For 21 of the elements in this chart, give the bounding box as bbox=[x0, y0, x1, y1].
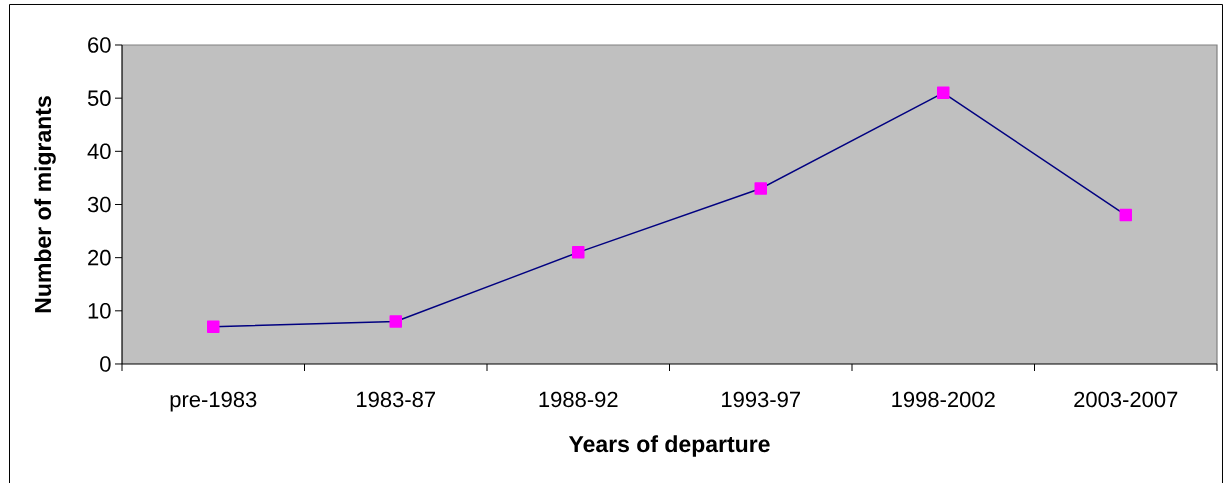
y-tick-label: 60 bbox=[88, 37, 111, 53]
point bbox=[1119, 208, 1132, 222]
x-tick-label: 1988-92 bbox=[539, 391, 618, 408]
point bbox=[389, 315, 403, 328]
x-tick-label: 1993-97 bbox=[722, 391, 800, 408]
point bbox=[937, 86, 950, 100]
x-tick-label: 1983-87 bbox=[357, 391, 435, 408]
y-tick-label: 0 bbox=[100, 356, 111, 372]
x-tick-label: 1998-2002 bbox=[892, 391, 995, 408]
y-axis-title: Number of migrants bbox=[34, 96, 56, 313]
point bbox=[207, 320, 220, 334]
y-tick-label: 30 bbox=[87, 196, 111, 213]
point bbox=[572, 246, 585, 259]
y-tick-label: 50 bbox=[87, 90, 111, 106]
x-tick-label: pre-1983 bbox=[170, 391, 257, 412]
y-tick-label: 20 bbox=[88, 249, 111, 266]
y-tick-label: 40 bbox=[87, 143, 111, 160]
y-tick-label: 10 bbox=[88, 303, 111, 319]
x-tick-label: 2003-2007 bbox=[1074, 391, 1178, 408]
x-axis-title: Years of departure bbox=[568, 435, 770, 457]
point bbox=[754, 182, 767, 195]
